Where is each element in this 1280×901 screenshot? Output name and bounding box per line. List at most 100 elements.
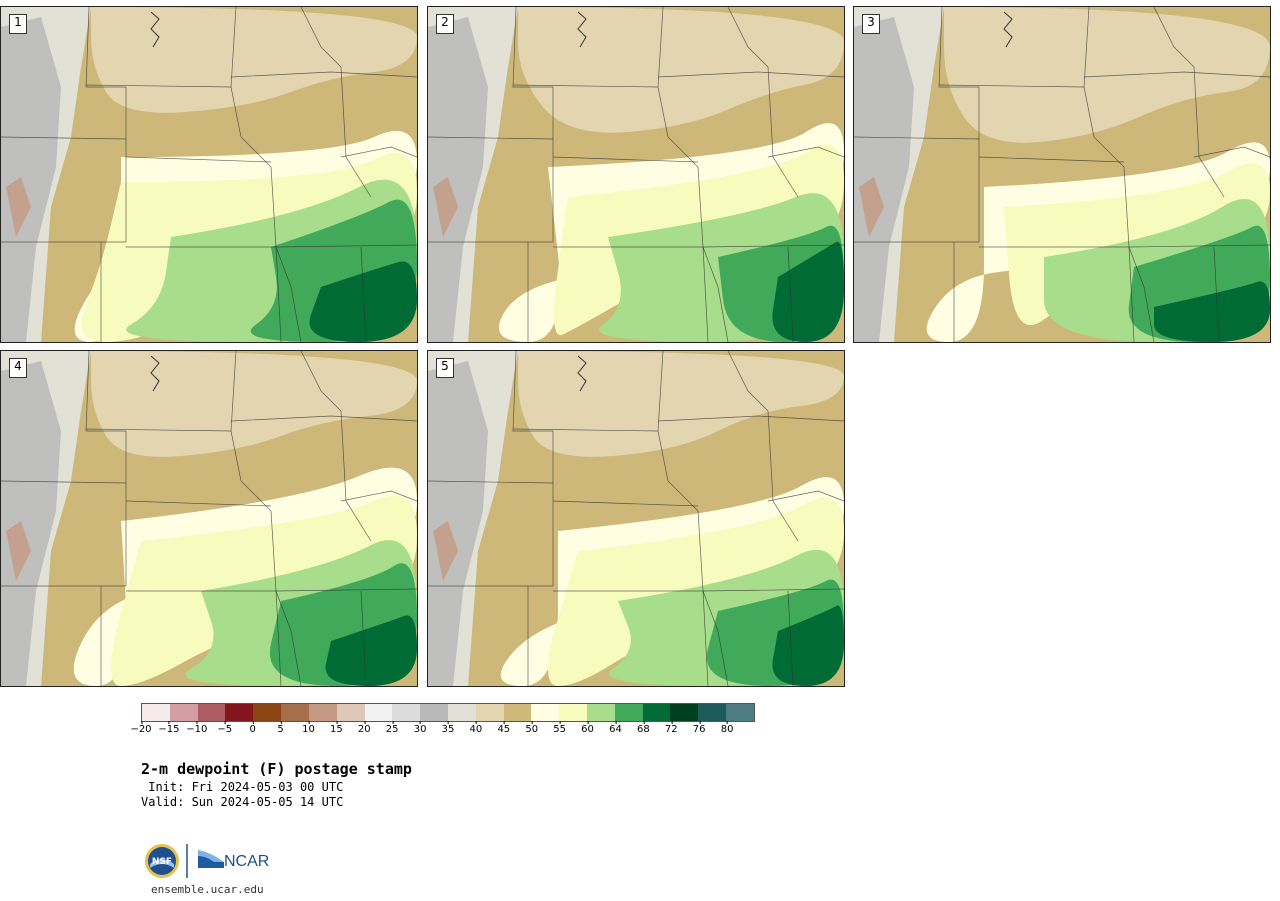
state-boundary	[702, 246, 709, 342]
colorbar-tick-label: −10	[186, 721, 208, 735]
state-boundary	[938, 7, 980, 342]
state-boundary	[85, 351, 127, 686]
dewpoint-fill-68	[325, 615, 417, 686]
state-boundary	[1153, 7, 1225, 198]
state-boundary	[727, 7, 799, 198]
state-boundary	[727, 351, 799, 542]
colorbar-swatch	[642, 704, 671, 721]
high-terrain-patch	[6, 177, 31, 237]
colorbar-swatch	[670, 704, 699, 721]
colorbar-swatch	[587, 704, 615, 721]
dewpoint-fill-68	[1154, 281, 1270, 342]
state-boundary	[657, 71, 844, 78]
state-boundary	[125, 500, 272, 507]
site-url: ensemble.ucar.edu	[151, 883, 264, 896]
logos: NSF NCAR	[144, 842, 274, 880]
colorbar-swatch	[281, 704, 309, 721]
state-boundary	[275, 590, 282, 686]
ncar-logo-text: NCAR	[224, 853, 269, 870]
state-boundary	[230, 86, 302, 342]
colorbar-swatch	[253, 704, 282, 721]
state-boundary	[767, 490, 844, 502]
panel-number: 2	[436, 14, 454, 34]
colorbar-tick-label: −5	[217, 721, 233, 735]
state-boundary	[360, 246, 367, 342]
colorbar-swatch	[698, 704, 727, 721]
state-boundary	[702, 590, 709, 686]
state-boundary	[787, 590, 794, 686]
map-panel: 3	[853, 6, 1271, 343]
colorbar-swatch	[447, 704, 476, 721]
colorbar-tick-label: 55	[553, 721, 566, 735]
dewpoint-map	[1, 351, 417, 686]
dewpoint-map	[428, 351, 844, 686]
dewpoint-map	[1, 7, 417, 342]
colorbar-swatch	[503, 704, 532, 721]
map-panel: 5	[427, 350, 845, 687]
state-boundary	[1083, 86, 1155, 342]
state-boundary	[1193, 146, 1270, 158]
state-boundary	[230, 71, 417, 78]
colorbar-tick-label: 68	[636, 721, 650, 735]
colorbar-tick-label: 45	[497, 721, 511, 735]
state-boundary	[552, 156, 699, 163]
rocky-mountains	[428, 17, 488, 342]
state-boundary	[1213, 246, 1220, 342]
colorbar-swatch	[475, 704, 504, 721]
colorbar-tick-label: 50	[525, 721, 539, 735]
colorbar-swatch	[559, 704, 587, 721]
state-boundary	[978, 156, 1125, 163]
dewpoint-fill-68	[309, 261, 417, 342]
colorbar-tick-label: 40	[469, 721, 483, 735]
state-boundary	[1, 480, 127, 484]
state-boundary	[552, 500, 699, 507]
state-boundary	[767, 146, 844, 158]
colorbar-tick-label: 76	[692, 721, 706, 735]
state-boundary	[428, 480, 554, 484]
rocky-mountains	[1, 361, 61, 686]
nsf-logo-icon: NSF	[145, 844, 179, 878]
colorbar-ticks: −20 −15 −10 −5 0 5 10 15 20 25 30 35 40 45 50 55 60 64 68 7…	[130, 721, 755, 740]
river-outline	[577, 11, 587, 48]
colorbar-tick-label: 80	[720, 721, 734, 735]
dewpoint-fill-68	[772, 605, 844, 686]
colorbar-swatch	[531, 704, 560, 721]
colorbar-swatch	[142, 704, 170, 721]
state-boundary	[1083, 71, 1270, 78]
colorbar-swatch	[197, 704, 226, 721]
map-panel: 1	[0, 6, 418, 343]
init-time: Init: Fri 2024-05-03 00 UTC	[141, 780, 344, 794]
state-boundary	[300, 351, 372, 542]
dewpoint-map	[854, 7, 1270, 342]
state-boundary	[360, 590, 367, 686]
state-boundary	[1, 136, 127, 140]
state-boundary	[512, 351, 554, 686]
state-boundary	[125, 156, 272, 163]
state-boundary	[275, 246, 282, 342]
valid-time: Valid: Sun 2024-05-05 14 UTC	[141, 795, 344, 809]
colorbar-swatch	[308, 704, 337, 721]
state-boundary	[340, 146, 417, 158]
state-boundary	[428, 136, 554, 140]
state-boundary	[657, 415, 844, 422]
colorbar-swatch	[726, 704, 754, 721]
colorbar-tick-label: 10	[302, 721, 315, 735]
high-terrain-patch	[433, 521, 458, 581]
dewpoint-fill-40	[944, 7, 1270, 143]
colorbar-swatch	[336, 704, 365, 721]
nsf-logo-text: NSF	[152, 857, 172, 867]
state-boundary	[1128, 246, 1135, 342]
river-outline	[150, 355, 160, 392]
colorbar-swatch	[392, 704, 421, 721]
colorbar-tick-label: −20	[130, 721, 152, 735]
state-boundary	[340, 490, 417, 502]
colorbar-tick-label: 64	[609, 721, 622, 735]
state-boundary	[854, 136, 980, 140]
state-boundary	[657, 430, 729, 686]
rocky-mountains	[428, 361, 488, 686]
colorbar-tick-label: 5	[277, 721, 284, 735]
colorbar-tick-label: 20	[357, 721, 371, 735]
map-title: 2-m dewpoint (F) postage stamp	[141, 760, 412, 778]
rocky-mountains	[854, 17, 914, 342]
colorbar-tick-label: 30	[413, 721, 427, 735]
